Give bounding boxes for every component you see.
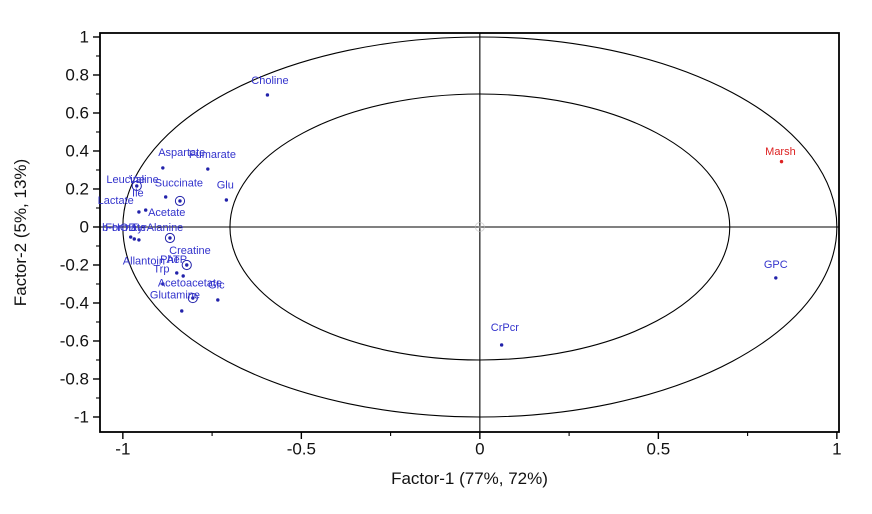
point-label: GPC — [764, 259, 788, 271]
data-point — [163, 195, 168, 199]
data-point — [499, 343, 504, 347]
data-point — [181, 274, 185, 278]
zero-axes — [100, 33, 839, 432]
point-label: Glu — [217, 180, 234, 192]
data-point — [135, 184, 139, 188]
y-tick-label: -0.2 — [60, 255, 89, 274]
x-axis-title: Factor-1 (77%, 72%) — [391, 469, 548, 488]
point-label: Acetate — [148, 207, 185, 219]
point-label: Fumarate — [189, 149, 236, 161]
data-point — [175, 271, 179, 275]
data-point — [216, 298, 220, 302]
point-label: Acetoacetate — [158, 277, 222, 289]
point-label: Ile — [132, 188, 144, 200]
point-label: Lactate — [98, 195, 134, 207]
point-label: Glutamine — [150, 290, 200, 302]
y-tick-label: 0.2 — [65, 179, 89, 198]
correlation-ellipses — [122, 36, 838, 418]
point-label: CrPcr — [491, 322, 519, 334]
data-points — [129, 93, 784, 347]
origin-mark — [474, 221, 485, 232]
data-point — [178, 199, 182, 203]
axis-tick-labels: -1 -0.5 0 0.5 1 1 0.8 0.6 0.4 0.2 0 -0.2 -0.4 -0.6 -0.… — [60, 27, 842, 458]
data-point-ring — [187, 292, 198, 304]
data-point-ring — [164, 232, 176, 244]
x-tick-label: -0.5 — [287, 440, 316, 459]
y-tick-label: -0.4 — [60, 293, 89, 312]
x-tick-label: 1 — [832, 440, 841, 459]
point-label: Creatine — [169, 245, 211, 257]
x-tick-label: 0.5 — [647, 440, 671, 459]
point-label: Trp — [153, 264, 169, 276]
point-label: ATP — [166, 254, 187, 266]
point-label: Choline — [251, 75, 288, 87]
point-label: b-HOB — [102, 222, 136, 234]
data-point-ring — [181, 259, 192, 271]
inner-ellipse — [229, 93, 731, 361]
outer-ellipse — [122, 36, 838, 418]
y-tick-label: -0.8 — [60, 369, 89, 388]
point-label: Formate — [105, 222, 146, 234]
highlight-point — [779, 159, 784, 164]
x-tick-label: 0 — [475, 440, 484, 459]
data-point — [161, 282, 165, 286]
data-point — [774, 276, 778, 280]
data-point-ring — [174, 195, 186, 207]
point-label: Valine — [129, 174, 159, 186]
data-point — [137, 210, 141, 214]
data-point — [224, 198, 229, 202]
data-point — [137, 238, 141, 242]
y-tick-label: 0.4 — [65, 141, 89, 160]
axis-ticks — [93, 36, 838, 439]
data-point — [132, 237, 136, 241]
y-tick-label: 1 — [80, 27, 89, 46]
data-point — [191, 296, 195, 300]
point-label: Marsh — [765, 146, 796, 158]
data-point — [129, 235, 133, 239]
y-tick-label: 0.8 — [65, 65, 89, 84]
y-tick-label: 0.6 — [65, 103, 89, 122]
plot-frame — [99, 32, 840, 433]
origin-mark-dot — [478, 225, 482, 229]
y-tick-label: -0.6 — [60, 331, 89, 350]
data-point — [168, 236, 172, 240]
data-point — [185, 263, 189, 267]
point-label: Alanine — [147, 222, 184, 234]
data-point — [143, 208, 148, 212]
point-label: Aspartate — [158, 147, 205, 159]
point-label: Phe — [160, 254, 180, 266]
data-point-ring — [131, 180, 142, 192]
data-point — [206, 167, 210, 171]
point-label: Allantoin — [123, 256, 165, 268]
point-label: Tyr — [131, 222, 147, 234]
plot-border — [99, 32, 840, 433]
y-tick-label: -1 — [74, 407, 89, 426]
y-axis-title: Factor-2 (5%, 13%) — [11, 159, 30, 306]
point-label: Leucine — [106, 174, 145, 186]
data-point — [161, 166, 165, 170]
data-point — [180, 309, 184, 313]
data-point — [265, 93, 270, 97]
y-tick-label: 0 — [80, 217, 89, 236]
x-tick-label: -1 — [115, 440, 130, 459]
point-label: Succinate — [155, 177, 203, 189]
point-label: Glc — [208, 280, 225, 292]
